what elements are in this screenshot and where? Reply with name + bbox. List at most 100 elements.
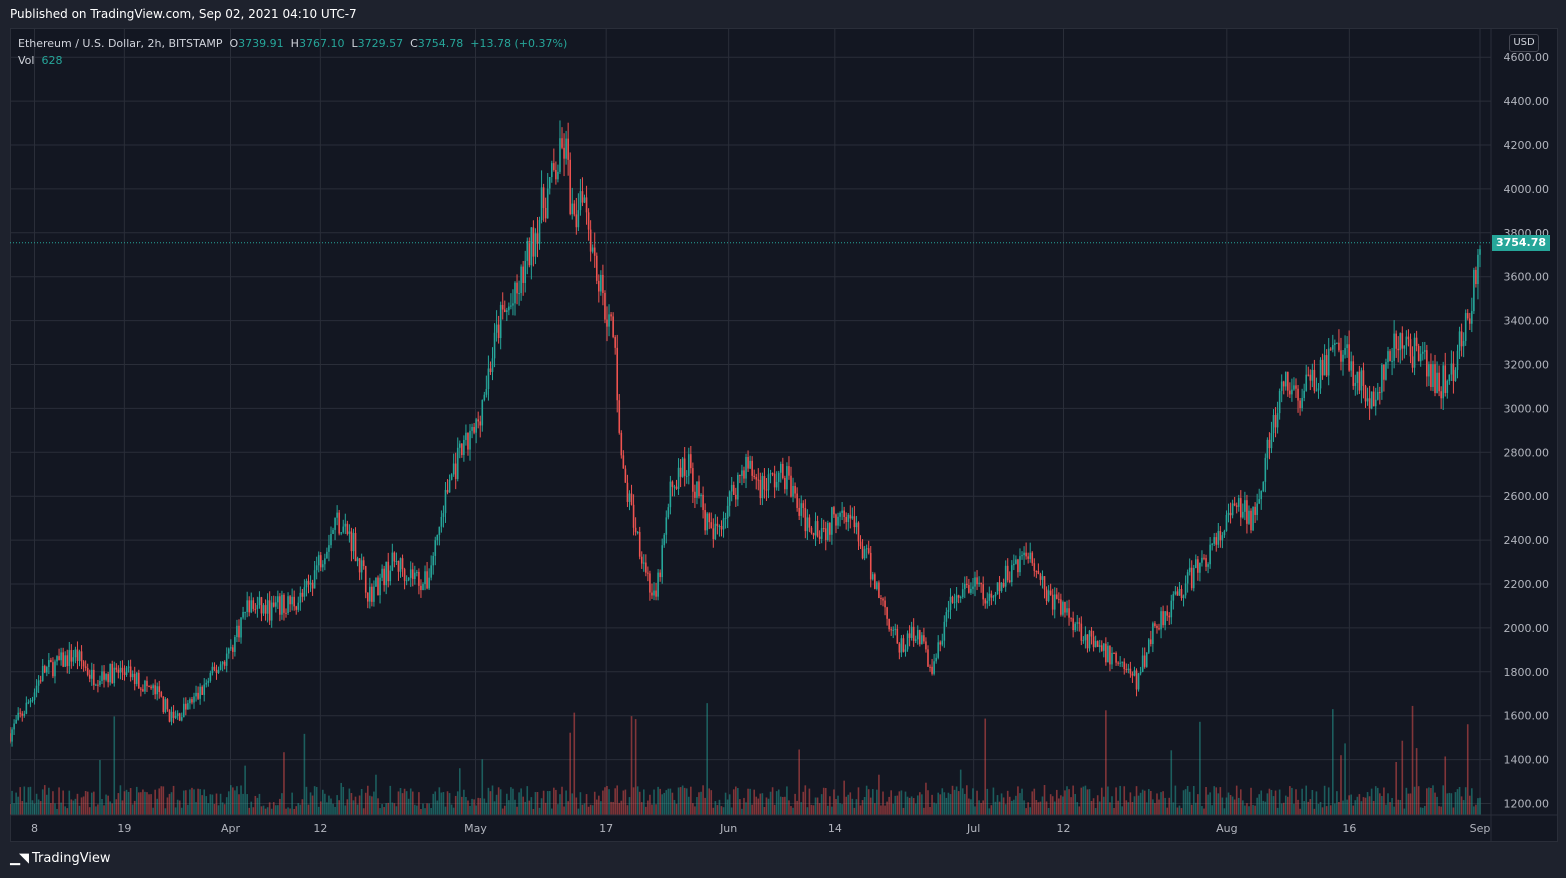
- volume-bar: [1060, 795, 1062, 815]
- volume-bar: [685, 788, 688, 815]
- candle-body: [761, 475, 764, 499]
- candle-body: [943, 621, 946, 641]
- volume-bar: [477, 797, 479, 815]
- volume-bar: [1174, 785, 1177, 815]
- candle-body: [1127, 668, 1130, 670]
- currency-badge[interactable]: USD: [1509, 34, 1539, 52]
- volume-bar: [493, 801, 496, 815]
- candle-body: [1368, 398, 1371, 409]
- candle-body: [456, 447, 459, 480]
- volume-bar: [256, 797, 259, 815]
- volume-bar: [921, 794, 923, 815]
- candle-body: [970, 588, 972, 593]
- volume-bar: [980, 802, 982, 815]
- candle-body: [346, 523, 349, 534]
- volume-bar: [1399, 800, 1402, 815]
- candle-body: [561, 138, 563, 148]
- volume-bar: [248, 807, 251, 815]
- volume-bar: [939, 794, 942, 815]
- chart-canvas[interactable]: 1200.00 1400.00 1600.00 1800.00 2000.00 2200.…: [10, 28, 1558, 842]
- volume-bar: [1072, 785, 1074, 815]
- candle-body: [798, 507, 800, 516]
- volume-bar: [704, 797, 706, 815]
- volume-bar: [919, 792, 921, 815]
- candle-body: [487, 368, 490, 390]
- volume-bar: [632, 787, 635, 815]
- candle-body: [659, 572, 661, 578]
- candle-body: [60, 652, 62, 661]
- candle-body: [649, 573, 651, 593]
- high-label: H: [290, 37, 299, 50]
- candle-body: [27, 702, 30, 704]
- candle-body: [1184, 583, 1187, 596]
- volume-bar: [1176, 807, 1179, 815]
- candle-body: [29, 700, 32, 703]
- candle-body: [595, 255, 598, 281]
- volume-bar: [767, 798, 770, 815]
- volume-bar: [420, 808, 422, 815]
- candle-body: [506, 310, 508, 313]
- candle-body: [904, 649, 907, 652]
- volume-bar: [771, 787, 774, 815]
- candle-body: [105, 674, 107, 680]
- open-label: O: [229, 37, 239, 50]
- candle-body: [859, 541, 862, 547]
- close-label: C: [410, 37, 418, 50]
- volume-bar: [829, 796, 831, 815]
- candle-body: [21, 713, 24, 716]
- candle-body: [961, 589, 964, 598]
- volume-bar: [898, 791, 901, 815]
- candle-body: [1360, 370, 1363, 391]
- candle-body: [342, 526, 345, 533]
- candle-body: [13, 723, 15, 730]
- candle-body: [687, 454, 690, 476]
- volume-bar: [503, 805, 506, 815]
- candle-body: [667, 507, 670, 518]
- candle-body: [763, 475, 766, 490]
- volume-bar: [1111, 796, 1113, 815]
- volume-bar: [37, 799, 40, 815]
- candle-body: [759, 479, 762, 499]
- volume-bar: [90, 792, 93, 815]
- candle-body: [458, 443, 461, 448]
- candle-body: [874, 574, 876, 589]
- volume-bar: [246, 794, 248, 815]
- candle-body: [76, 649, 79, 661]
- volume-bar: [387, 802, 390, 815]
- volume-bar: [1002, 797, 1005, 815]
- candle-body: [1379, 392, 1381, 394]
- candle-body: [440, 516, 443, 527]
- volume-bar: [483, 798, 486, 815]
- candle-body: [1237, 498, 1240, 507]
- volume-bar: [1315, 791, 1318, 815]
- volume-bar: [970, 799, 972, 815]
- candle-body: [219, 664, 222, 670]
- candle-body: [827, 522, 829, 540]
- symbol-title[interactable]: Ethereum / U.S. Dollar, 2h, BITSTAMP: [18, 37, 223, 50]
- candle-body: [1421, 351, 1424, 354]
- tradingview-logo[interactable]: ▁◥ TradingView: [10, 851, 111, 866]
- candle-body: [929, 666, 931, 668]
- candle-body: [1166, 611, 1168, 616]
- volume-bar: [113, 716, 116, 815]
- candle-body: [1000, 582, 1003, 592]
- volume-bar: [904, 791, 907, 815]
- candle-body: [64, 655, 67, 667]
- volume-bar: [542, 790, 545, 815]
- volume-label[interactable]: Vol: [18, 54, 35, 67]
- candle-body: [816, 521, 819, 537]
- volume-bar: [1358, 794, 1361, 815]
- volume-bar: [1092, 798, 1095, 815]
- volume-bar: [424, 808, 426, 815]
- candle-body: [197, 692, 199, 699]
- candle-body: [1460, 331, 1463, 347]
- candle-body: [281, 594, 283, 615]
- chart-panel[interactable]: [10, 28, 1558, 842]
- volume-bar: [1098, 801, 1101, 815]
- candle-body: [1280, 381, 1283, 391]
- candle-body: [225, 653, 228, 666]
- volume-bar: [105, 794, 107, 815]
- volume-bar: [97, 804, 99, 815]
- volume-bar: [448, 793, 451, 815]
- candle-body: [1250, 510, 1252, 531]
